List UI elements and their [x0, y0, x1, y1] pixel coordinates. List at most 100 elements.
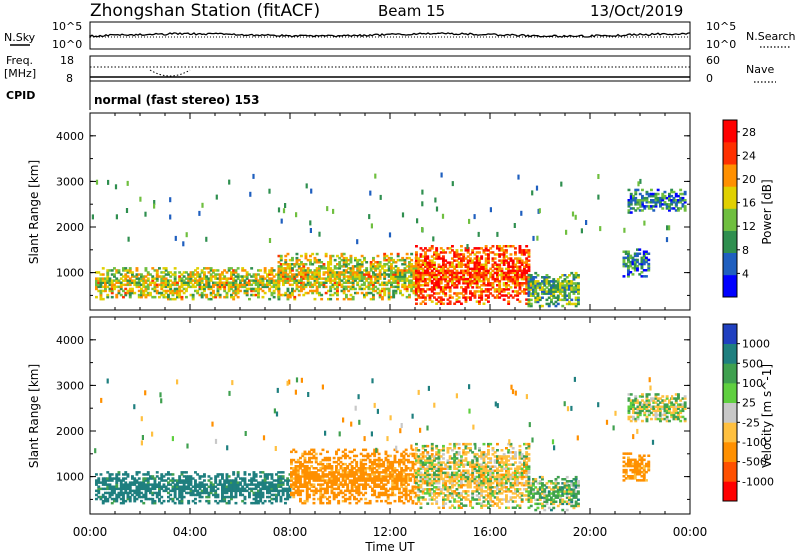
- echo-cell: [115, 493, 119, 497]
- echo-cell: [232, 481, 236, 484]
- echo-cell: [291, 277, 294, 280]
- echo-cell: [417, 483, 421, 487]
- echo-cell: [417, 459, 421, 462]
- colorbar-tick-label: 28: [742, 126, 756, 139]
- echo-cell: [402, 469, 406, 472]
- echo-cell: [185, 295, 188, 299]
- echo-cell: [336, 271, 339, 274]
- echo-cell: [391, 489, 395, 493]
- echo-cell: [140, 293, 143, 297]
- echo-cell: [232, 279, 236, 282]
- echo-cell: [498, 279, 502, 283]
- echo-cell: [272, 497, 276, 501]
- echo-cell: [475, 259, 479, 262]
- echo-cell: [312, 473, 316, 476]
- echo-cell: [403, 271, 407, 274]
- echo-cell: [466, 279, 470, 283]
- echo-cell: [502, 255, 506, 258]
- echo-cell: [475, 265, 479, 268]
- echo-cell: [234, 271, 238, 274]
- echo-cell: [466, 277, 470, 281]
- echo-cell: [146, 481, 150, 484]
- echo-cell: [95, 473, 98, 476]
- echo-cell: [198, 499, 202, 503]
- echo-cell: [162, 499, 166, 503]
- echo-cell: [205, 283, 209, 287]
- echo-cell: [312, 448, 316, 452]
- echo-cell: [435, 475, 439, 479]
- echo-cell: [627, 271, 630, 274]
- echo-cell: [305, 469, 309, 472]
- echo-cell: [400, 481, 404, 484]
- echo-cell: [433, 490, 436, 493]
- echo-cell: [453, 479, 457, 483]
- echo-cell: [500, 271, 504, 275]
- echo-cell: [160, 479, 164, 482]
- echo-cell: [95, 179, 99, 185]
- echo-cell: [426, 488, 430, 491]
- echo-cell: [402, 483, 406, 486]
- echo-cell: [414, 267, 418, 270]
- echo-cell: [527, 259, 531, 262]
- echo-cell: [212, 275, 215, 278]
- echo-cell: [110, 295, 114, 299]
- echo-cell: [493, 296, 497, 299]
- echo-cell: [435, 206, 439, 212]
- echo-cell: [532, 286, 535, 289]
- echo-cell: [230, 277, 233, 280]
- echo-cell: [446, 449, 450, 452]
- echo-cell: [681, 199, 685, 202]
- echo-cell: [180, 283, 184, 287]
- echo-cell: [296, 460, 300, 464]
- echo-cell: [638, 201, 642, 204]
- echo-cell: [631, 258, 635, 262]
- echo-cell: [387, 281, 391, 284]
- echo-cell: [95, 497, 98, 501]
- echo-cell: [326, 456, 329, 460]
- echo-cell: [435, 302, 439, 305]
- echo-cell: [321, 473, 325, 476]
- echo-cell: [439, 269, 443, 273]
- echo-cell: [550, 284, 553, 287]
- echo-cell: [435, 451, 439, 454]
- echo-cell: [430, 481, 434, 485]
- echo-cell: [638, 248, 642, 251]
- echo-cell: [113, 273, 116, 276]
- echo-cell: [487, 261, 490, 264]
- echo-cell: [164, 489, 168, 493]
- echo-cell: [650, 199, 653, 202]
- echo-cell: [375, 465, 379, 468]
- echo-cell: [421, 284, 425, 287]
- echo-cell: [339, 456, 343, 460]
- echo-cell: [536, 282, 540, 285]
- echo-cell: [311, 275, 315, 278]
- echo-cell: [339, 460, 343, 464]
- echo-cell: [200, 485, 204, 488]
- echo-cell: [509, 279, 513, 283]
- echo-cell: [275, 495, 278, 499]
- echo-cell: [198, 475, 202, 478]
- echo-cell: [277, 207, 281, 213]
- echo-cell: [297, 267, 301, 270]
- echo-cell: [214, 485, 218, 488]
- echo-cell: [446, 471, 450, 475]
- echo-cell: [419, 273, 423, 277]
- echo-cell: [627, 188, 631, 192]
- echo-cell: [518, 265, 522, 268]
- echo-cell: [308, 460, 311, 464]
- echo-cell: [514, 294, 517, 297]
- echo-cell: [306, 279, 310, 282]
- echo-cell: [552, 278, 556, 281]
- echo-cell: [140, 485, 143, 488]
- echo-cell: [221, 281, 224, 284]
- echo-cell: [421, 444, 425, 448]
- echo-cell: [245, 485, 249, 488]
- echo-cell: [430, 294, 434, 297]
- echo-cell: [182, 271, 186, 274]
- echo-cell: [433, 282, 436, 285]
- echo-cell: [351, 281, 355, 284]
- echo-cell: [243, 487, 247, 491]
- echo-cell: [117, 271, 121, 274]
- echo-cell: [167, 273, 170, 276]
- echo-cell: [110, 487, 114, 491]
